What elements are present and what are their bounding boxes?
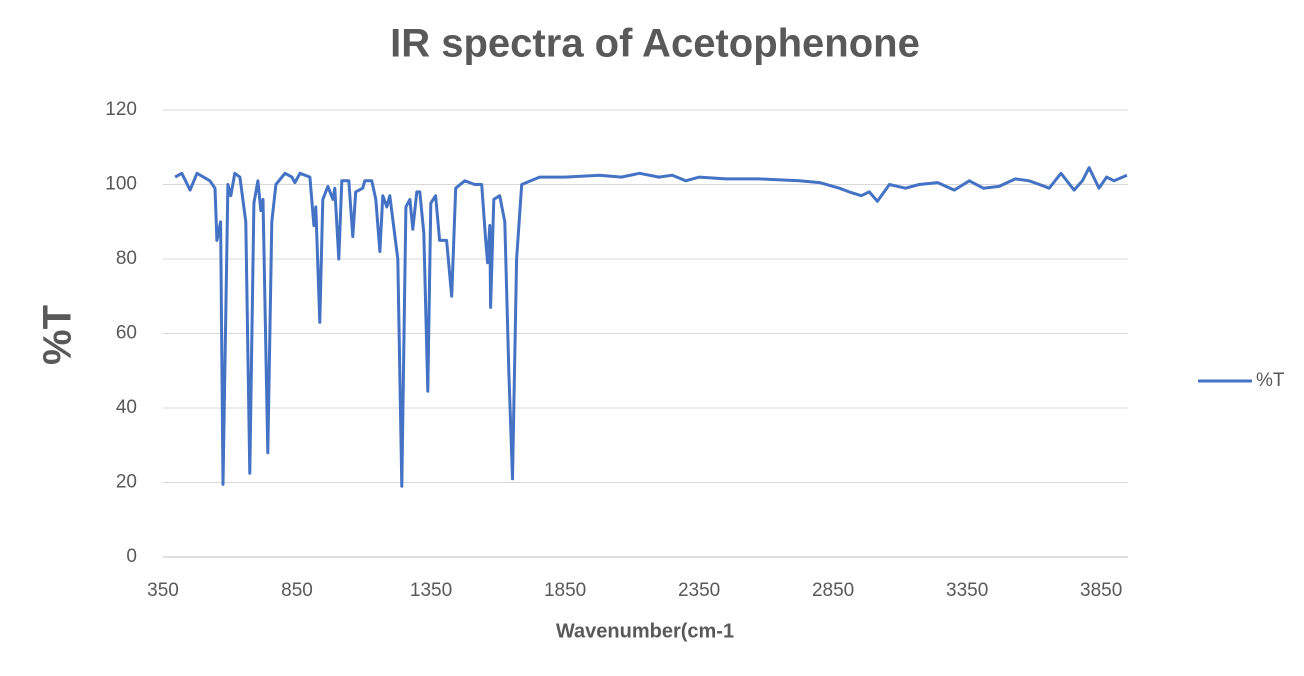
legend-label: %T [1256,370,1285,391]
x-tick-label: 2350 [678,580,720,601]
x-tick-label: 3850 [1080,580,1122,601]
y-tick-label: 60 [116,323,137,344]
y-tick-label: 120 [105,99,137,120]
data-line [174,166,1128,488]
y-axis-label: %T [36,305,80,365]
x-tick-label: 3350 [946,580,988,601]
x-tick-label: 850 [281,580,313,601]
chart-title: IR spectra of Acetophenone [390,22,920,66]
y-tick-label: 80 [116,248,137,269]
x-axis-label: Wavenumber(cm-1 [556,620,734,642]
y-tick-label: 100 [105,174,137,195]
x-tick-label: 1350 [410,580,452,601]
y-tick-label: 40 [116,397,137,418]
y-tick-label: 0 [126,546,137,567]
x-tick-label: 350 [147,580,179,601]
y-tick-label: 20 [116,472,137,493]
x-tick-label: 1850 [544,580,586,601]
x-tick-label: 2850 [812,580,854,601]
